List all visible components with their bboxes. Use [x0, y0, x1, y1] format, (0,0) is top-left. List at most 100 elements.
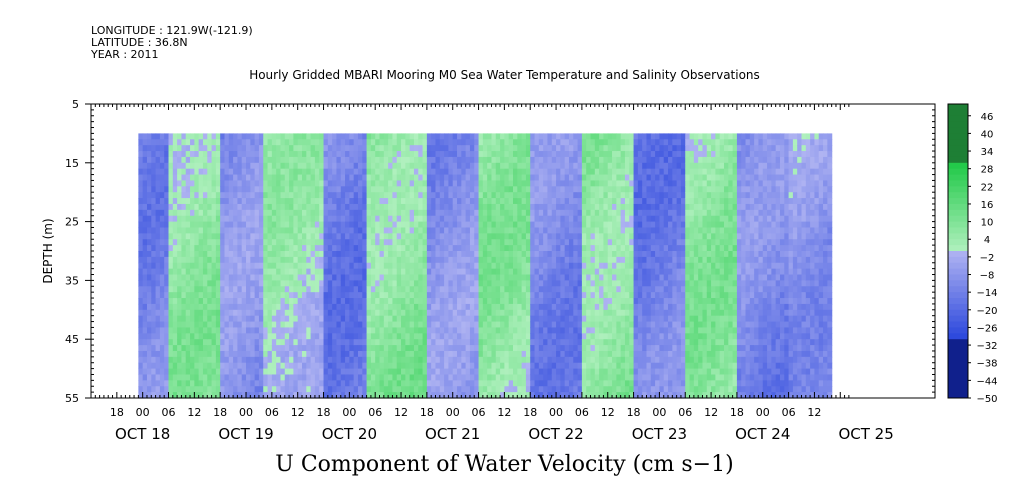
- heatmap-cell: [603, 345, 609, 352]
- heatmap-cell: [357, 245, 363, 252]
- heatmap-cell: [224, 209, 230, 217]
- heatmap-cell: [362, 386, 368, 393]
- heatmap-cell: [224, 362, 230, 370]
- heatmap-cell: [159, 309, 165, 317]
- heatmap-cell: [319, 333, 325, 340]
- heatmap-cell: [431, 268, 437, 276]
- heatmap-cell: [577, 256, 583, 264]
- heatmap-cell: [413, 298, 419, 305]
- heatmap-cell: [375, 251, 381, 258]
- heatmap-cell: [538, 315, 544, 323]
- heatmap-cell: [418, 303, 424, 311]
- heatmap-cell: [461, 374, 467, 381]
- heatmap-cell: [448, 227, 454, 234]
- heatmap-cell: [413, 356, 419, 364]
- heatmap-cell: [241, 239, 247, 246]
- heatmap-cell: [198, 298, 204, 305]
- heatmap-cell: [444, 168, 450, 176]
- heatmap-cell: [508, 198, 514, 205]
- heatmap-cell: [146, 180, 152, 187]
- heatmap-cell: [185, 133, 191, 140]
- heatmap-cell: [568, 180, 574, 187]
- heatmap-cell: [426, 215, 432, 223]
- heatmap-cell: [388, 192, 394, 199]
- heatmap-cell: [564, 280, 570, 287]
- heatmap-cell: [581, 356, 587, 364]
- heatmap-cell: [336, 309, 342, 317]
- heatmap-cell: [457, 186, 462, 193]
- heatmap-cell: [271, 192, 277, 199]
- heatmap-cell: [607, 133, 613, 140]
- heatmap-cell: [379, 192, 385, 199]
- heatmap-cell: [478, 298, 484, 305]
- heatmap-cell: [306, 151, 312, 158]
- heatmap-cell: [159, 162, 165, 170]
- heatmap-cell: [237, 321, 243, 329]
- heatmap-cell: [564, 321, 570, 329]
- heatmap-cell: [293, 203, 299, 211]
- heatmap-cell: [469, 350, 475, 358]
- heatmap-cell: [310, 339, 316, 346]
- heatmap-cell: [491, 327, 497, 334]
- heatmap-cell: [388, 286, 394, 293]
- heatmap-cell: [556, 180, 561, 187]
- heatmap-cell: [573, 374, 579, 381]
- heatmap-cell: [357, 151, 363, 158]
- heatmap-cell: [573, 139, 579, 146]
- heatmap-cell: [138, 145, 144, 152]
- heatmap-cell: [573, 198, 579, 205]
- heatmap-cell: [215, 145, 221, 152]
- heatmap-cell: [271, 333, 277, 340]
- heatmap-cell: [237, 356, 243, 364]
- heatmap-cell: [461, 203, 467, 211]
- heatmap-cell: [366, 286, 372, 293]
- heatmap-cell: [353, 256, 359, 264]
- heatmap-cell: [586, 321, 592, 329]
- heatmap-cell: [138, 139, 144, 146]
- heatmap-cell: [495, 339, 501, 346]
- heatmap-cell: [469, 162, 475, 170]
- heatmap-cell: [207, 315, 213, 323]
- heatmap-cell: [211, 133, 217, 140]
- heatmap-cell: [607, 245, 613, 252]
- heatmap-cell: [284, 245, 290, 252]
- heatmap-cell: [155, 262, 161, 270]
- heatmap-cell: [435, 156, 441, 164]
- heatmap-cell: [452, 356, 458, 364]
- heatmap-cell: [405, 286, 411, 293]
- heatmap-cell: [314, 174, 320, 182]
- heatmap-cell: [612, 209, 617, 217]
- heatmap-cell: [336, 203, 342, 211]
- heatmap-cell: [168, 251, 174, 258]
- heatmap-cell: [267, 245, 273, 252]
- heatmap-cell: [151, 151, 157, 158]
- heatmap-cell: [573, 251, 579, 258]
- heatmap-cell: [280, 268, 286, 276]
- heatmap-cell: [478, 221, 484, 229]
- heatmap-cell: [271, 186, 277, 193]
- heatmap-cell: [413, 327, 419, 334]
- heatmap-cell: [357, 215, 363, 223]
- heatmap-cell: [383, 233, 389, 240]
- heatmap-cell: [534, 327, 540, 334]
- heatmap-cell: [547, 380, 553, 387]
- heatmap-cell: [405, 221, 411, 229]
- heatmap-cell: [237, 345, 243, 352]
- heatmap-cell: [289, 345, 294, 352]
- heatmap-cell: [345, 327, 350, 334]
- heatmap-cell: [246, 256, 251, 264]
- heatmap-cell: [267, 168, 273, 176]
- heatmap-cell: [612, 198, 617, 205]
- heatmap-cell: [336, 386, 342, 393]
- heatmap-cell: [138, 356, 144, 364]
- heatmap-cell: [345, 215, 350, 223]
- heatmap-cell: [177, 227, 183, 234]
- heatmap-cell: [556, 227, 561, 234]
- heatmap-cell: [323, 162, 329, 170]
- heatmap-cell: [314, 198, 320, 205]
- heatmap-cell: [543, 327, 549, 334]
- heatmap-cell: [185, 139, 191, 146]
- heatmap-cell: [586, 262, 592, 270]
- heatmap-cell: [207, 356, 213, 364]
- heatmap-cell: [267, 333, 273, 340]
